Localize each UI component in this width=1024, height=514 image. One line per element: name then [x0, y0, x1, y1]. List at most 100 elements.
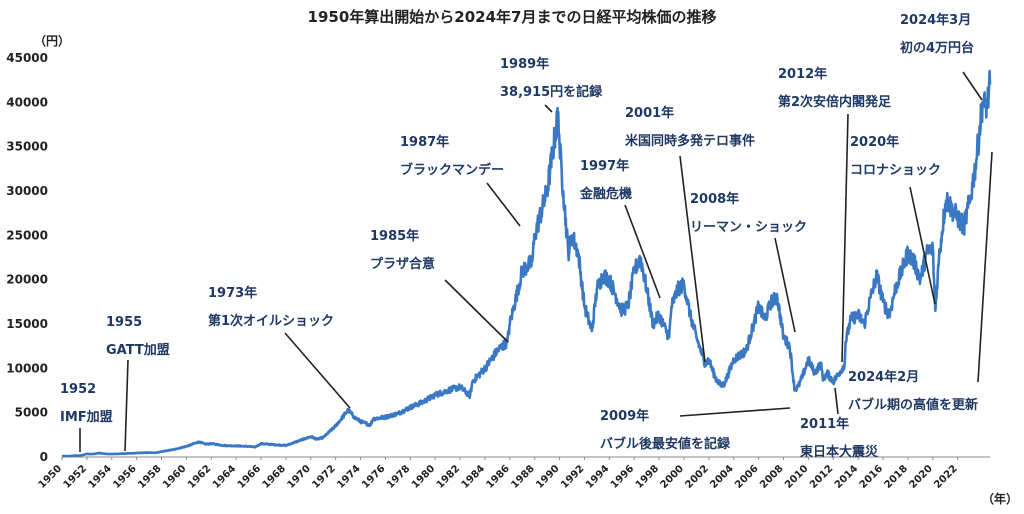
- annotation-text: 2009年: [600, 408, 649, 424]
- chart-title: 1950年算出開始から2024年7月までの日経平均株価の推移: [308, 8, 717, 26]
- x-tick-label: 1994: [584, 463, 611, 490]
- annotation-text: 2008年: [690, 191, 739, 207]
- annotation-text: プラザ合意: [370, 256, 435, 272]
- annotation-text: ブラックマンデー: [400, 162, 504, 178]
- annotation: 1955 GATT加盟: [106, 315, 170, 358]
- x-tick-label: 1968: [261, 463, 288, 490]
- annotation-leader: [977, 151, 993, 383]
- annotation-leader: [444, 279, 509, 343]
- annotation-text: 2001年: [625, 105, 674, 121]
- x-tick-label: 1982: [435, 463, 462, 490]
- x-tick-label: 1974: [335, 463, 362, 490]
- annotation-leader: [774, 237, 796, 333]
- annotation-text: IMF加盟: [60, 409, 113, 425]
- x-tick-label: 2002: [684, 463, 711, 490]
- annotation: 1989年 38,915円を記録: [500, 56, 603, 100]
- annotation-text: 初の4万円台: [900, 40, 974, 56]
- x-tick-label: 1990: [534, 463, 561, 490]
- x-tick-label: 1996: [609, 463, 636, 490]
- annotation-text: 1989年: [500, 56, 549, 72]
- x-tick-label: 1972: [310, 463, 337, 490]
- annotation-text: 1952: [60, 382, 96, 397]
- annotation-text: 1985年: [370, 228, 419, 244]
- x-tick-label: 2008: [758, 463, 785, 490]
- x-tick-label: 1960: [161, 463, 188, 490]
- x-tick-label: 2004: [708, 463, 735, 490]
- x-axis-ticks: 1950195219541956195819601962196419661968…: [37, 457, 960, 491]
- y-tick-label: 40000: [6, 95, 48, 109]
- annotation-text: バブル期の高値を更新: [848, 397, 978, 413]
- x-tick-label: 1964: [211, 463, 238, 490]
- y-tick-label: 45000: [6, 51, 48, 65]
- annotation-text: 2012年: [778, 66, 827, 82]
- x-tick-label: 2010: [783, 463, 810, 490]
- x-tick-label: 2006: [733, 463, 760, 490]
- annotation-text: 2024年2月: [848, 369, 919, 385]
- x-tick-label: 1992: [559, 463, 586, 490]
- annotation-text: 1955: [106, 315, 142, 330]
- annotation-text: 2020年: [850, 134, 899, 150]
- annotation-leader: [124, 359, 129, 452]
- x-tick-label: 1966: [236, 463, 263, 490]
- x-tick-label: 1956: [111, 463, 138, 490]
- annotation-leader: [909, 186, 936, 305]
- annotation: 1952 IMF加盟: [60, 382, 113, 425]
- y-tick-label: 20000: [6, 273, 48, 287]
- annotation-text: バブル後最安値を記録: [600, 436, 731, 452]
- x-tick-label: 1950: [37, 463, 64, 490]
- annotation-text: 1987年: [400, 134, 449, 150]
- annotation-text: リーマン・ショック: [690, 220, 807, 235]
- annotation-text: 1973年: [208, 285, 257, 301]
- annotation-text: GATT加盟: [106, 342, 170, 358]
- y-tick-label: 10000: [6, 361, 48, 375]
- annotation-leaders: [79, 71, 993, 452]
- y-tick-label: 5000: [15, 406, 48, 420]
- x-tick-label: 1962: [186, 463, 213, 490]
- annotation-text: 38,915円を記録: [500, 84, 603, 100]
- x-tick-label: 1978: [385, 463, 412, 490]
- x-tick-label: 2020: [907, 463, 934, 490]
- x-tick-label: 2000: [659, 463, 686, 490]
- x-tick-label: 1988: [509, 463, 536, 490]
- annotation-leader: [284, 332, 351, 409]
- x-tick-label: 2014: [833, 463, 860, 490]
- x-tick-label: 2022: [932, 463, 959, 490]
- x-axis-unit: （年）: [982, 491, 1018, 506]
- y-tick-label: 30000: [6, 184, 48, 198]
- annotation-text: 金融危機: [579, 186, 632, 202]
- series-layer: [61, 69, 992, 458]
- y-tick-label: 15000: [6, 317, 48, 331]
- y-axis-ticks: 0 5000 10000 15000 20000 25000 30000 35000 40000…: [6, 51, 48, 464]
- x-tick-label: 1984: [460, 463, 487, 490]
- y-tick-label: 25000: [6, 228, 48, 242]
- annotation-text: 第1次オイルショック: [208, 313, 334, 329]
- annotation-leader: [841, 113, 849, 363]
- x-tick-label: 2016: [858, 463, 885, 490]
- annotation-text: 1997年: [580, 158, 629, 174]
- annotation-leader: [486, 182, 521, 227]
- annotation-leader: [834, 387, 839, 415]
- series-line: [61, 69, 992, 458]
- x-tick-label: 1958: [136, 463, 163, 490]
- x-tick-label: 1980: [410, 463, 437, 490]
- x-tick-label: 1986: [484, 463, 511, 490]
- y-tick-label: 35000: [6, 140, 48, 154]
- annotation-text: コロナショック: [850, 163, 941, 178]
- annotation-text: 2011年: [800, 416, 849, 432]
- x-tick-label: 1970: [285, 463, 312, 490]
- annotation-leader: [679, 407, 791, 417]
- x-tick-label: 2018: [883, 463, 910, 490]
- annotation-text: 2024年3月: [900, 12, 971, 28]
- x-tick-label: 2012: [808, 463, 835, 490]
